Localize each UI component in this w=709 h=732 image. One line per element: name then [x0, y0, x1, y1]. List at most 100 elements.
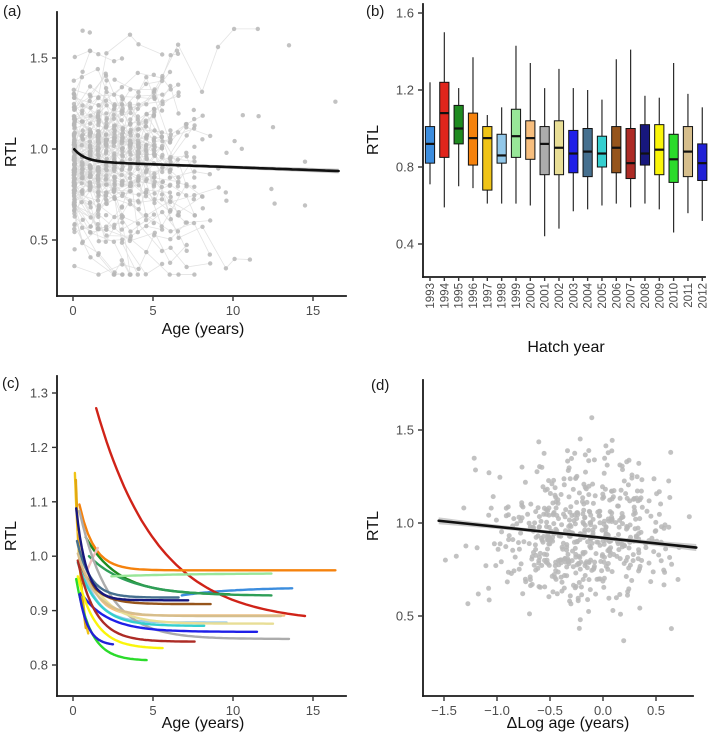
boxplot-2007	[625, 49, 636, 208]
boxplot-2008	[639, 95, 651, 204]
svg-text:1.2: 1.2	[30, 440, 48, 455]
year-label-2004: 2004	[583, 282, 595, 308]
boxplot-2005	[596, 99, 608, 206]
y-axis: 0.4 0.8 1.2 1.6	[396, 3, 424, 278]
cohort-curve-2011	[76, 552, 283, 618]
svg-text:1.6: 1.6	[396, 6, 414, 21]
svg-text:0.5: 0.5	[647, 703, 665, 718]
panel-a-y-title: RTL	[3, 137, 20, 167]
boxplot-2002	[553, 68, 565, 229]
boxplot-1994	[439, 32, 450, 208]
cohort-curve-2003	[79, 592, 259, 633]
panel-d-label: (d)	[371, 377, 390, 394]
panel-a-ci-band	[74, 148, 339, 174]
panel-b-x-title: Hatch year	[527, 339, 605, 356]
year-label-2010: 2010	[669, 283, 681, 309]
panel-d-scatter-dlog: (d) 0.5 1.0 1.5 −1.5 −1.0 −0.5 0.0 0.5 ΔLog age …	[355, 366, 709, 732]
year-label-1995: 1995	[454, 283, 466, 309]
year-label-1993: 1993	[425, 283, 437, 309]
svg-text:5: 5	[149, 303, 156, 318]
panel-c-x-title: Age (years)	[162, 715, 245, 732]
svg-text:0.9: 0.9	[30, 603, 48, 618]
boxplot-2006	[611, 59, 622, 204]
svg-text:1.5: 1.5	[30, 51, 48, 66]
y-axis: 0.5 1.0 1.5	[30, 11, 58, 297]
svg-text:15: 15	[306, 703, 320, 718]
x-axis	[422, 276, 706, 281]
panel-b-label: (b)	[366, 3, 385, 20]
x-axis: 0 5 10 15	[56, 295, 347, 318]
panel-a-plot: 0.5 1.0 1.5 0 5 10 15 Age (years) RTL	[3, 11, 347, 338]
x-axis: −1.5 −1.0 −0.5 0.0 0.5	[422, 695, 694, 718]
panel-d-trend-line	[437, 519, 698, 549]
boxplot-1995	[453, 88, 464, 187]
svg-text:1.1: 1.1	[30, 494, 48, 509]
panel-b-boxes	[424, 32, 708, 237]
cohort-curve-1994	[95, 407, 307, 618]
svg-text:−1.5: −1.5	[431, 703, 457, 718]
panel-d-y-title: RTL	[365, 511, 382, 541]
year-label-1994: 1994	[439, 282, 451, 308]
panel-a-x-title: Age (years)	[162, 321, 245, 338]
svg-text:−0.5: −0.5	[537, 703, 563, 718]
panel-a-label: (a)	[3, 3, 22, 20]
svg-text:1.0: 1.0	[396, 516, 414, 531]
panel-c-y-title: RTL	[3, 521, 20, 551]
panel-a-points	[71, 26, 338, 277]
panel-c-plot: 0.8 0.9 1.0 1.1 1.2 1.3 0 5 10 15 Age (years) RTL	[3, 375, 347, 732]
year-label-1996: 1996	[468, 283, 480, 309]
cohort-curve-2005	[76, 561, 206, 627]
cohort-curve-1996	[78, 503, 337, 572]
year-label-1997: 1997	[482, 283, 494, 309]
boxplot-1998	[496, 107, 507, 204]
year-label-2011: 2011	[683, 283, 695, 308]
panel-d-plot: 0.5 1.0 1.5 −1.5 −1.0 −0.5 0.0 0.5 ΔLog age (yea…	[365, 379, 698, 732]
svg-text:0.5: 0.5	[30, 233, 48, 248]
svg-text:1.3: 1.3	[30, 386, 48, 401]
year-label-2005: 2005	[597, 283, 609, 309]
svg-text:1.0: 1.0	[30, 142, 48, 157]
cohort-curve-2004	[75, 539, 180, 599]
panel-b-y-title: RTL	[365, 125, 382, 155]
panel-c-label: (c)	[2, 375, 20, 392]
x-axis: 0 5 10 15	[56, 695, 347, 718]
panel-d-points	[442, 415, 692, 644]
year-label-1998: 1998	[497, 283, 509, 309]
boxplot-2010	[668, 63, 679, 233]
svg-text:−1.0: −1.0	[484, 703, 510, 718]
year-label-2000: 2000	[525, 283, 537, 309]
cohort-curve-1999	[110, 572, 273, 578]
svg-text:1.0: 1.0	[30, 549, 48, 564]
boxplot-2003	[568, 88, 579, 212]
boxplot-2004	[582, 90, 593, 210]
cohort-curve-2009	[76, 575, 164, 650]
year-label-2012: 2012	[697, 283, 709, 309]
panel-b-boxplots: (b) 1993 1994 1995 1996 1997 1998 1999 2000 2001…	[355, 0, 709, 366]
svg-text:5: 5	[149, 703, 156, 718]
svg-text:0.0: 0.0	[594, 703, 612, 718]
boxplot-1993	[424, 82, 436, 185]
svg-text:0.4: 0.4	[396, 237, 414, 252]
year-label-2009: 2009	[654, 283, 666, 309]
boxplot-2001	[539, 88, 550, 237]
panel-a-scatter-age: (a) 0.5 1.0 1.5 0 5 10 15 Age (years) RTL	[0, 0, 354, 366]
svg-text:1.2: 1.2	[396, 83, 414, 98]
svg-text:0: 0	[69, 703, 76, 718]
year-label-2003: 2003	[568, 283, 580, 309]
y-axis: 0.8 0.9 1.0 1.1 1.2 1.3	[30, 375, 58, 697]
boxplot-2012	[697, 107, 708, 221]
year-label-1999: 1999	[511, 283, 523, 309]
svg-text:0.8: 0.8	[30, 658, 48, 673]
panel-b-plot: 1993 1994 1995 1996 1997 1998 1999 2000 2001 2002…	[365, 3, 709, 356]
panel-d-x-title: ΔLog age (years)	[507, 715, 630, 732]
svg-text:1.5: 1.5	[396, 423, 414, 438]
year-label-2001: 2001	[540, 283, 552, 309]
boxplot-2000	[525, 63, 536, 206]
boxplot-2011	[682, 93, 694, 214]
boxplot-1999	[510, 45, 522, 204]
year-label-2007: 2007	[626, 283, 638, 309]
panel-a-tracks	[73, 28, 258, 276]
boxplot-1996	[467, 57, 479, 189]
panel-c-curves: (c) 0.8 0.9 1.0 1.1 1.2 1.3 0 5 10 15 Age (years) R…	[0, 366, 354, 732]
